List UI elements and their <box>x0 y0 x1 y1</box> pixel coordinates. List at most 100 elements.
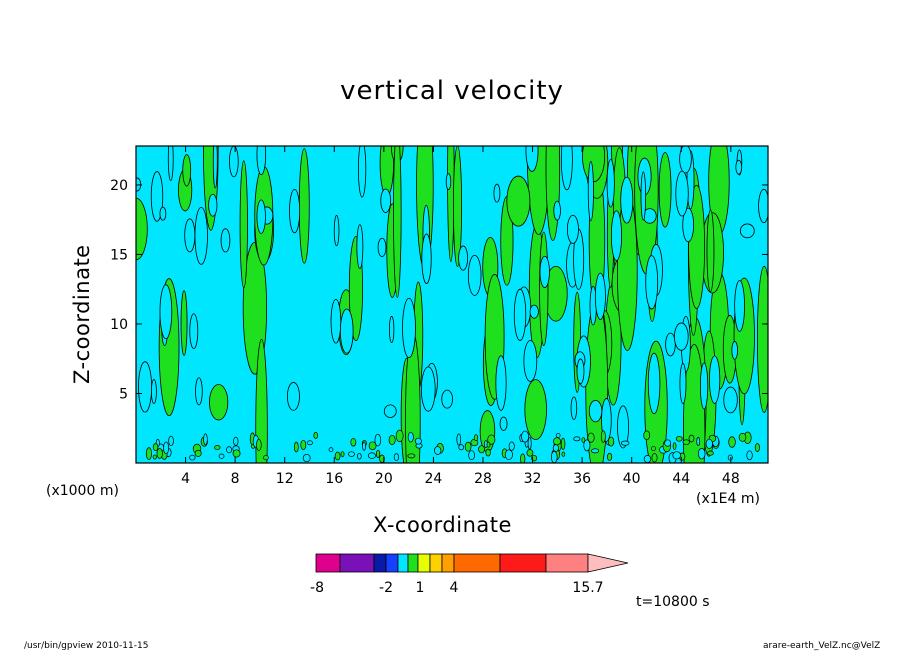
contour-blob <box>189 454 196 461</box>
contour-hole <box>682 207 695 243</box>
colorbar-segment <box>417 553 431 573</box>
contour-hole <box>289 188 301 234</box>
contour-blob <box>214 445 221 450</box>
contour-blob <box>194 449 202 457</box>
colorbar-segment <box>385 553 399 573</box>
contour-blob <box>218 453 225 459</box>
x-axis-label: X-coordinate <box>373 513 512 537</box>
contour-blob <box>705 438 713 449</box>
x-tick-label: 20 <box>375 471 393 487</box>
contour-hole <box>640 171 647 221</box>
contour-hole <box>739 223 755 239</box>
contour-blob <box>552 444 559 452</box>
contour-blob <box>182 154 192 187</box>
colorbar-segment <box>499 553 547 573</box>
y-tick-label: 20 <box>110 178 128 194</box>
y-axis-label: Z-coordinate <box>70 244 94 384</box>
contour-blob <box>156 448 163 459</box>
x-tick-label: 16 <box>325 471 343 487</box>
contour-blob <box>664 439 672 447</box>
footer-source-file: arare-earth_VelZ.nc@VelZ <box>763 641 881 651</box>
contour-hole <box>421 233 432 284</box>
contour-hole <box>458 245 469 271</box>
contour-blob <box>145 447 152 460</box>
contour-blob <box>393 453 400 461</box>
contour-hole <box>523 340 538 382</box>
contour-blob <box>468 450 475 461</box>
contour-hole <box>150 171 164 222</box>
contour-hole <box>229 146 239 178</box>
colorbar-extension <box>587 553 629 573</box>
contour-hole <box>286 382 300 411</box>
contour-blob <box>357 452 362 460</box>
contour-blob <box>473 434 479 442</box>
contour-blob <box>560 437 566 450</box>
y-tick-label: 15 <box>110 247 128 263</box>
x-tick-label: 36 <box>573 471 591 487</box>
contour-field <box>136 146 768 463</box>
y-tick-label: 5 <box>119 386 128 402</box>
contour-hole <box>525 146 539 172</box>
contour-hole <box>467 254 482 296</box>
x-unit-label: (x1000 m) <box>46 483 119 499</box>
contour-hole <box>159 284 173 340</box>
contour-hole <box>138 361 153 413</box>
contour-blob <box>407 453 416 459</box>
contour-hole <box>184 218 196 253</box>
contour-blob <box>163 441 170 455</box>
contour-blob <box>168 435 174 447</box>
contour-hole <box>330 298 342 344</box>
contour-hole <box>576 358 585 385</box>
contour-blob <box>486 441 491 448</box>
x-tick-label: 12 <box>276 471 294 487</box>
contour-hole <box>620 176 634 224</box>
contour-blob <box>152 443 159 452</box>
contour-blob <box>658 152 672 228</box>
contour-hole <box>553 200 561 221</box>
contour-blob <box>464 441 472 452</box>
contour-hole <box>734 280 745 332</box>
colorbar-segment <box>315 553 341 573</box>
contour-blob <box>738 432 747 442</box>
contour-blob <box>414 437 422 445</box>
contour-blob <box>727 454 733 461</box>
contour-hole <box>731 341 738 360</box>
contour-hole <box>493 183 501 203</box>
contour-hole <box>699 362 709 410</box>
contour-blob <box>485 448 491 457</box>
contour-blob <box>393 146 402 298</box>
contour-blob <box>520 453 526 463</box>
footer-program-date: /usr/bin/gpview 2010-11-15 <box>24 641 149 651</box>
contour-blob <box>526 449 534 457</box>
x-unit-label-secondary: (x1E4 m) <box>696 491 760 507</box>
contour-blob <box>313 432 319 439</box>
colorbar-segment <box>373 553 387 573</box>
contour-blob <box>672 442 677 450</box>
contour-blob <box>672 451 681 460</box>
contour-blob <box>553 437 561 446</box>
colorbar-label: -2 <box>379 580 393 596</box>
contour-hole <box>674 322 689 351</box>
contour-blob <box>688 434 695 443</box>
contour-hole <box>499 416 508 431</box>
contour-hole <box>594 272 606 320</box>
contour-hole <box>420 366 436 412</box>
contour-blob <box>746 450 753 461</box>
contour-blob <box>551 451 558 463</box>
contour-blob <box>256 438 262 451</box>
contour-hole <box>159 206 167 221</box>
contour-blob <box>334 451 341 461</box>
contour-blob <box>302 453 311 463</box>
contour-blob <box>375 449 381 459</box>
contour-hole <box>208 193 218 217</box>
contour-blob <box>487 434 496 445</box>
contour-blob <box>328 447 334 453</box>
contour-hole <box>195 377 203 406</box>
contour-blob <box>651 453 658 463</box>
contour-blob <box>508 441 515 451</box>
contour-blob <box>697 448 706 460</box>
contour-hole <box>647 352 661 415</box>
contour-blob <box>607 436 615 447</box>
contour-hole <box>356 224 364 270</box>
